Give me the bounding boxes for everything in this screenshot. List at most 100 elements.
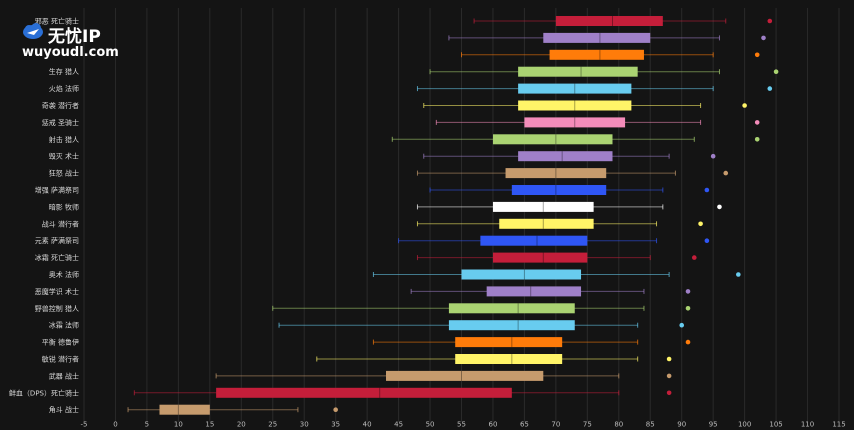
y-category-label: 武器 战士 — [49, 371, 79, 380]
box-series — [473, 16, 773, 26]
x-tick-label: 105 — [769, 421, 782, 429]
box-series — [127, 404, 338, 415]
box-series — [372, 269, 741, 280]
box-series — [416, 252, 697, 263]
y-category-label: 暗影 牧师 — [49, 202, 79, 211]
grid-lines — [83, 8, 840, 422]
box-iqr — [518, 100, 632, 111]
x-axis: -5 0 5 10 15 20 25 30 35 40 45 50 55 60 65 70 75 80 85 90 95… — [81, 421, 846, 429]
outlier-point — [723, 170, 729, 176]
outlier-point — [754, 137, 760, 142]
y-category-label: 鲜血（DPS）死亡骑士 — [9, 388, 79, 397]
box-series — [215, 370, 672, 381]
box-series — [416, 218, 703, 229]
outlier-point — [736, 272, 741, 277]
y-category-label: 角斗 战士 — [49, 405, 79, 414]
outlier-point — [666, 356, 672, 362]
box-iqr — [499, 218, 594, 229]
outlier-point — [679, 322, 685, 328]
outlier-point — [691, 255, 697, 260]
y-category-label: 冰霜 法师 — [49, 321, 79, 330]
box-iqr — [555, 16, 663, 26]
x-tick-label: 90 — [677, 421, 686, 429]
watermark-brand-cn: 无忧 — [48, 27, 82, 47]
x-tick-label: 75 — [583, 421, 592, 429]
outlier-point — [704, 187, 710, 193]
box-series — [423, 100, 747, 111]
box-iqr — [216, 387, 512, 398]
y-category-label: 野兽控制 猎人 — [35, 304, 79, 313]
y-category-label: 邪恶 死亡骑士 — [35, 17, 79, 26]
y-category-label: 生存 猎人 — [49, 67, 79, 76]
box-iqr — [486, 286, 582, 297]
y-category-label: 火焰 法师 — [49, 84, 79, 93]
box-series — [416, 83, 773, 94]
box-iqr — [492, 201, 594, 212]
x-tick-label: 85 — [646, 421, 655, 429]
box-iqr — [480, 235, 588, 246]
y-category-label: 奥术 法师 — [49, 270, 79, 279]
outlier-point — [685, 339, 691, 345]
x-tick-label: -5 — [81, 421, 88, 429]
box-iqr — [455, 337, 563, 348]
watermark-brand: 无忧IP — [48, 22, 101, 47]
outlier-point — [698, 221, 703, 227]
outlier-point — [666, 390, 672, 396]
box-iqr — [518, 151, 613, 162]
watermark-url: wuyoudl.com — [22, 45, 119, 60]
box-iqr — [518, 66, 638, 77]
box-series — [372, 337, 691, 348]
box-iqr — [492, 252, 588, 263]
x-tick-label: 15 — [205, 421, 214, 429]
box-series — [133, 387, 672, 398]
outlier-point — [761, 35, 766, 41]
outlier-point — [666, 373, 672, 379]
box-iqr — [448, 303, 575, 314]
box-series — [423, 151, 716, 162]
box-iqr — [492, 134, 613, 145]
box-iqr — [159, 404, 210, 415]
y-category-label: 平衡 德鲁伊 — [42, 338, 79, 347]
x-tick-label: 55 — [457, 421, 466, 429]
y-category-label: 惩戒 圣骑士 — [42, 118, 79, 127]
outlier-point — [754, 52, 760, 58]
box-series — [435, 117, 760, 128]
outlier-point — [767, 86, 773, 91]
box-series — [461, 49, 760, 60]
y-category-label: 增强 萨满祭司 — [35, 186, 79, 195]
x-tick-label: 65 — [520, 421, 529, 429]
box-iqr — [549, 49, 644, 60]
box-series — [448, 32, 766, 43]
outlier-point — [685, 306, 691, 311]
box-series — [272, 303, 691, 314]
y-category-label: 战斗 潜行者 — [42, 219, 79, 228]
y-category-label: 恶魔学识 术士 — [35, 287, 79, 296]
y-category-label: 元素 萨满祭司 — [35, 236, 79, 245]
outlier-point — [773, 69, 779, 74]
outlier-point — [754, 120, 760, 125]
box-iqr — [524, 117, 626, 128]
cloud-logo-icon — [23, 23, 43, 39]
box-iqr — [386, 370, 544, 381]
x-tick-label: 70 — [551, 421, 560, 429]
box-iqr — [511, 185, 607, 195]
x-tick-label: 100 — [738, 421, 751, 429]
outlier-point — [717, 204, 722, 210]
y-category-label: 狂怒 战士 — [49, 169, 79, 178]
box-iqr — [455, 354, 563, 364]
watermark: 无忧IP wuyoudl.com — [22, 20, 132, 64]
box-series — [416, 201, 722, 212]
box-iqr — [448, 320, 575, 331]
box-iqr — [461, 269, 582, 280]
x-tick-label: 50 — [426, 421, 435, 429]
x-tick-label: 30 — [300, 421, 309, 429]
outlier-point — [704, 238, 710, 243]
x-tick-label: 115 — [832, 421, 845, 429]
x-tick-label: 40 — [363, 421, 372, 429]
y-category-label: 射击 猎人 — [49, 135, 79, 144]
boxes-group — [127, 16, 779, 415]
watermark-brand-ip: IP — [82, 27, 101, 47]
box-series — [416, 168, 729, 179]
